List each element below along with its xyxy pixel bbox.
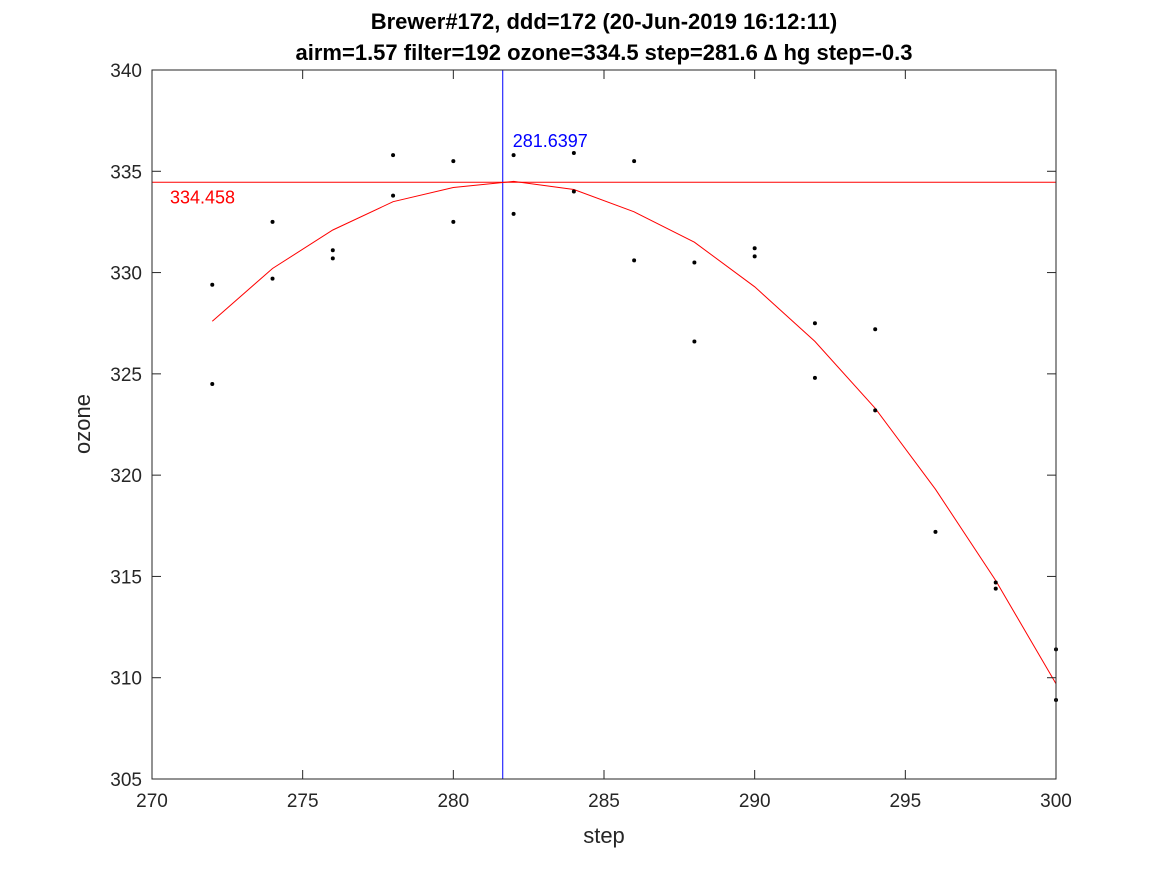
data-point: [511, 211, 516, 216]
data-point: [632, 159, 637, 164]
x-tick-label: 270: [136, 791, 168, 812]
x-tick-label: 280: [437, 791, 469, 812]
y-axis-label: ozone: [70, 394, 95, 454]
x-tick-label: 295: [889, 791, 921, 812]
x-axis-label: step: [583, 823, 625, 848]
x-axis-ticks: 270 275 280 285 290 295 300: [136, 70, 1072, 812]
data-point: [993, 580, 998, 585]
x-tick-label: 290: [739, 791, 771, 812]
data-point: [451, 219, 456, 224]
data-point: [330, 248, 335, 253]
data-point: [812, 321, 817, 326]
x-tick-label: 285: [588, 791, 620, 812]
x-tick-label: 275: [287, 791, 319, 812]
y-tick-label: 335: [110, 162, 142, 183]
data-point: [993, 586, 998, 591]
data-point: [812, 375, 817, 380]
max-step-label: 281.6397: [513, 131, 588, 151]
y-axis-ticks: 305 310 315 320 325 330 335 340: [110, 61, 1056, 791]
data-point: [511, 153, 516, 158]
plot-area: [152, 70, 1056, 779]
data-point: [752, 254, 757, 259]
data-point: [933, 529, 938, 534]
fit-curve: [211, 180, 1057, 685]
data-point: [270, 276, 275, 281]
data-point: [330, 256, 335, 261]
annotations: 334.458 281.6397: [170, 131, 588, 207]
data-point: [451, 159, 456, 164]
reference-lines: [152, 70, 1056, 779]
y-tick-label: 325: [110, 365, 142, 386]
y-tick-label: 305: [110, 770, 142, 791]
data-point: [391, 153, 396, 158]
chart-title-line-1: Brewer#172, ddd=172 (20-Jun-2019 16:12:1…: [371, 9, 838, 34]
y-tick-label: 330: [110, 264, 142, 285]
y-tick-label: 340: [110, 61, 142, 82]
data-point: [873, 327, 878, 332]
data-point: [873, 408, 878, 413]
data-point: [571, 151, 576, 156]
data-point: [210, 282, 215, 287]
data-point: [391, 193, 396, 198]
chart-title-line-2: airm=1.57 filter=192 ozone=334.5 step=28…: [296, 40, 913, 65]
data-point: [210, 381, 215, 386]
x-tick-label: 300: [1040, 791, 1072, 812]
data-points: [210, 151, 1058, 702]
data-point: [632, 258, 637, 263]
max-ozone-label: 334.458: [170, 187, 235, 207]
y-tick-label: 320: [110, 466, 142, 487]
y-tick-label: 310: [110, 669, 142, 690]
data-point: [692, 260, 697, 265]
data-point: [571, 189, 576, 194]
y-tick-label: 315: [110, 567, 142, 588]
data-point: [752, 246, 757, 251]
fit-curve-group: [211, 180, 1057, 685]
data-point: [270, 219, 275, 224]
data-point: [692, 339, 697, 344]
